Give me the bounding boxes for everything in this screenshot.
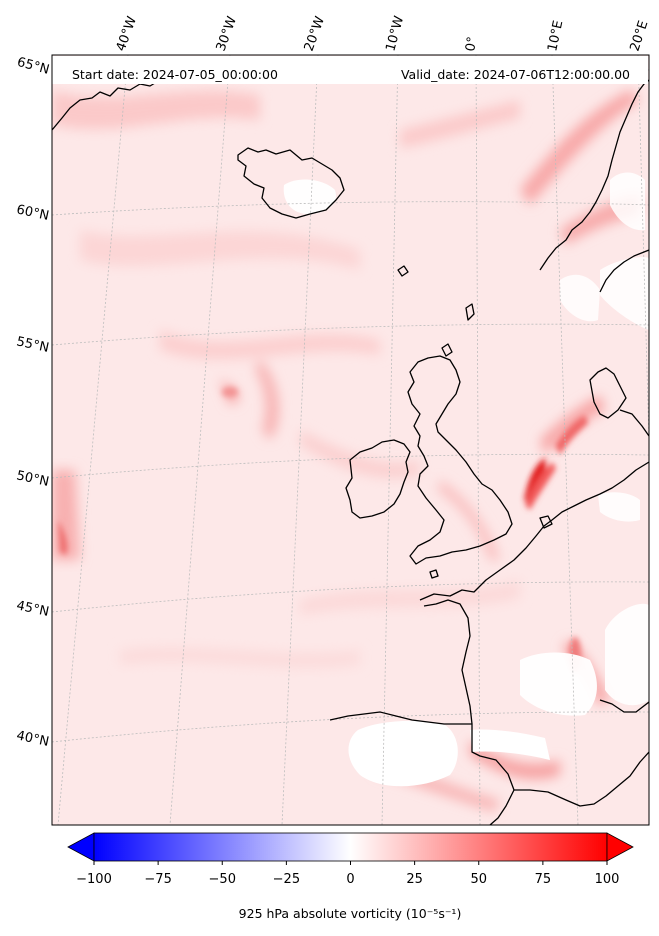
iceland-coast	[237, 147, 345, 219]
colorbar-tick-label: 0	[346, 872, 354, 887]
lon-label-20w: 20°W	[302, 14, 328, 53]
colorbar-tick-label: −75	[144, 872, 171, 887]
lat-label-65n: 65°N	[15, 55, 51, 78]
lat-label-60n: 60°N	[15, 202, 50, 223]
iberia-coast	[329, 711, 515, 825]
colorbar-extend-min	[67, 832, 95, 862]
norway-coast	[539, 79, 649, 271]
lat-label-50n: 50°N	[15, 468, 50, 489]
mediterranean-coast	[514, 751, 649, 807]
start-date-label: Start date: 2024-07-05_00:00:00	[72, 67, 278, 82]
coastlines	[52, 79, 649, 825]
ireland-coast	[345, 439, 411, 519]
biscay-france-coast	[423, 599, 473, 725]
lat-label-55n: 55°N	[15, 334, 50, 355]
denmark-coast-2	[619, 409, 649, 437]
lat-label-40n: 40°N	[15, 728, 50, 749]
colorbar: −100 −75 −50 −25 0 25 50 75 100 925 hPa absolute…	[67, 832, 634, 921]
colorbar-tick-label: 50	[470, 872, 487, 887]
lat-label-45n: 45°N	[15, 598, 50, 619]
map-panel	[52, 55, 649, 825]
colorbar-label: 925 hPa absolute vorticity (10⁻⁵s⁻¹)	[239, 906, 462, 921]
sweden-coast	[599, 249, 649, 293]
lon-label-20e: 20°E	[628, 19, 652, 53]
lon-label-30w: 30°W	[214, 14, 240, 53]
colorbar-tick-label: −100	[76, 872, 112, 887]
faroe-shetland	[397, 265, 475, 357]
italy-coast	[599, 699, 649, 713]
colorbar-tick-label: −25	[273, 872, 300, 887]
baltic-denmark-coast	[589, 367, 627, 419]
lon-label-40w: 40°W	[114, 14, 140, 53]
valid-date-label: Valid_date: 2024-07-06T12:00:00.00	[401, 67, 630, 82]
colorbar-tick-label: −50	[209, 872, 236, 887]
longitude-labels: 40°W 30°W 20°W 10°W 0° 10°E 20°E	[114, 14, 652, 53]
colorbar-tick-label: 75	[535, 872, 552, 887]
colorbar-tick-label: 25	[406, 872, 423, 887]
lon-label-10e: 10°E	[545, 19, 566, 53]
lon-label-10w: 10°W	[383, 14, 407, 53]
map-frame	[51, 54, 650, 826]
great-britain-coast	[407, 355, 513, 565]
lon-label-0: 0°	[463, 36, 480, 53]
colorbar-tick-label: 100	[595, 872, 620, 887]
header-band	[52, 56, 648, 84]
latitude-labels: 65°N 60°N 55°N 50°N 45°N 40°N	[15, 55, 51, 750]
channel-islands	[429, 515, 553, 579]
colorbar-gradient	[93, 832, 608, 862]
white-land-areas	[283, 172, 649, 787]
greenland-coast	[52, 79, 161, 131]
europe-coast	[419, 461, 649, 601]
colorbar-ticks: −100 −75 −50 −25 0 25 50 75 100	[76, 861, 619, 887]
colorbar-extend-max	[606, 832, 634, 862]
